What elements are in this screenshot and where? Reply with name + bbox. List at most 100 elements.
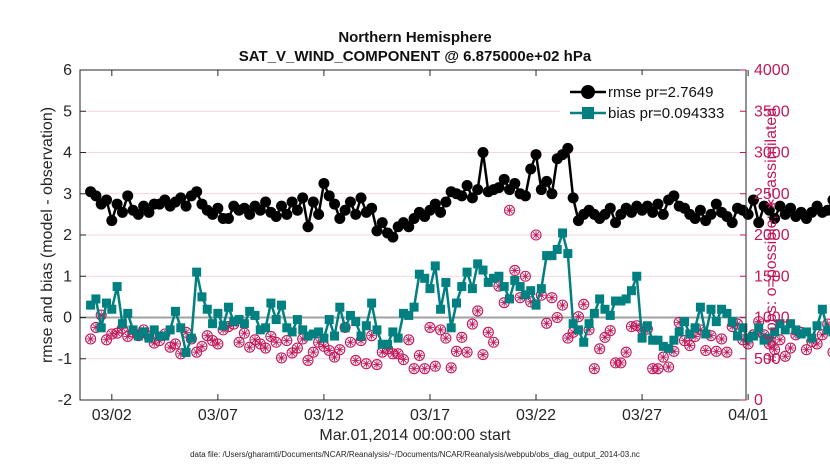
bias-point (319, 333, 329, 343)
obs-point (344, 336, 356, 348)
bias-point (292, 315, 302, 325)
obs-point (440, 332, 452, 344)
rmse-point (456, 190, 468, 202)
x-axis: 03/02 03/07 03/12 03/17 03/22 03/27 04/01 (92, 70, 768, 424)
bias-point (595, 294, 605, 304)
bias-point (128, 325, 138, 335)
obs-point (631, 320, 643, 332)
bias-point (722, 308, 732, 318)
obs-point (530, 229, 542, 241)
x-tick-label: 04/01 (728, 407, 768, 424)
obs-point (541, 317, 553, 329)
y-axis-right: 0 500 1000 1500 2000 2500 3000 3500 4000 (740, 62, 790, 409)
rmse-point (498, 173, 510, 185)
bias-point (515, 282, 525, 292)
rmse-point (604, 202, 616, 214)
obs-point (419, 363, 431, 375)
rmse-point (143, 206, 155, 218)
obs-point (472, 305, 484, 317)
bias-point (573, 325, 583, 335)
bias-point (637, 333, 647, 343)
rmse-point (689, 213, 701, 224)
obs-point (811, 338, 823, 350)
rmse-point (350, 208, 362, 220)
bias-point (377, 339, 387, 349)
bias-point (733, 331, 743, 341)
obs-point (588, 363, 600, 375)
obs-point (281, 335, 293, 347)
rmse-point (774, 200, 786, 212)
obs-point (397, 354, 410, 366)
rmse-point (546, 188, 558, 200)
bias-point (117, 319, 127, 329)
bias-point (425, 284, 435, 294)
bias-point (801, 327, 811, 337)
obs-point (700, 344, 712, 357)
bias-point (255, 325, 265, 335)
bias-point (192, 267, 202, 277)
y-tick-label: 3 (63, 186, 72, 203)
legend: rmse pr=2.7649 bias pr=0.094333 (560, 75, 740, 133)
bias-point (701, 329, 711, 339)
y-tick-label: 4 (63, 145, 72, 162)
bias-point (393, 333, 403, 343)
bias-point (632, 271, 642, 281)
bias-point (828, 327, 830, 337)
obs-point (85, 333, 97, 345)
rmse-point (657, 208, 669, 220)
obs-point (652, 363, 664, 375)
bias-point (239, 319, 249, 329)
bias-point (446, 323, 456, 333)
bias-point (605, 310, 615, 320)
bias-point (547, 251, 557, 261)
bias-point (510, 275, 520, 285)
obs-point (429, 360, 441, 372)
bias-point (589, 308, 599, 318)
bias-point (123, 308, 133, 318)
obs-point (413, 349, 425, 362)
obs-point (509, 264, 521, 277)
obs-point (663, 361, 675, 373)
obs-point (360, 358, 372, 370)
obs-point (424, 321, 436, 333)
rmse-point (244, 208, 256, 220)
obs-point (482, 326, 494, 338)
bias-point (324, 315, 334, 325)
bias-point (388, 327, 398, 337)
obs-point (238, 327, 250, 339)
obs-point (599, 331, 611, 343)
bias-point (160, 331, 170, 341)
bias-point (414, 269, 424, 279)
bias-point (208, 319, 218, 329)
rmse-point (307, 196, 319, 208)
bias-point (706, 304, 716, 314)
bias-point (112, 282, 122, 292)
bias-point (457, 282, 467, 292)
obs-point (774, 334, 786, 346)
y-tick-label: 6 (63, 62, 72, 79)
rmse-point (339, 204, 351, 216)
bias-point (526, 286, 536, 296)
bias-point (367, 298, 377, 308)
y-tick-label: -1 (58, 351, 72, 368)
y2-axis-label: # of obs: o=possible; ∗=assimilated (763, 108, 780, 362)
bias-point (197, 292, 207, 302)
bias-point (823, 325, 830, 335)
bias-point (695, 302, 705, 312)
bias-point (314, 327, 324, 337)
bias-point (170, 306, 180, 316)
bias-point (669, 335, 679, 345)
bias-point (791, 325, 801, 335)
bias-point (796, 329, 806, 339)
bias-point (563, 249, 573, 259)
x-tick-label: 03/07 (198, 407, 238, 424)
rmse-point (562, 142, 574, 154)
bias-point (308, 329, 318, 339)
obs-point (307, 346, 319, 358)
bias-point (234, 315, 244, 325)
rmse-point (827, 195, 830, 205)
bias-point (505, 294, 515, 304)
rmse-point (281, 208, 293, 220)
obs-point (302, 354, 314, 366)
bias-point (430, 261, 440, 271)
